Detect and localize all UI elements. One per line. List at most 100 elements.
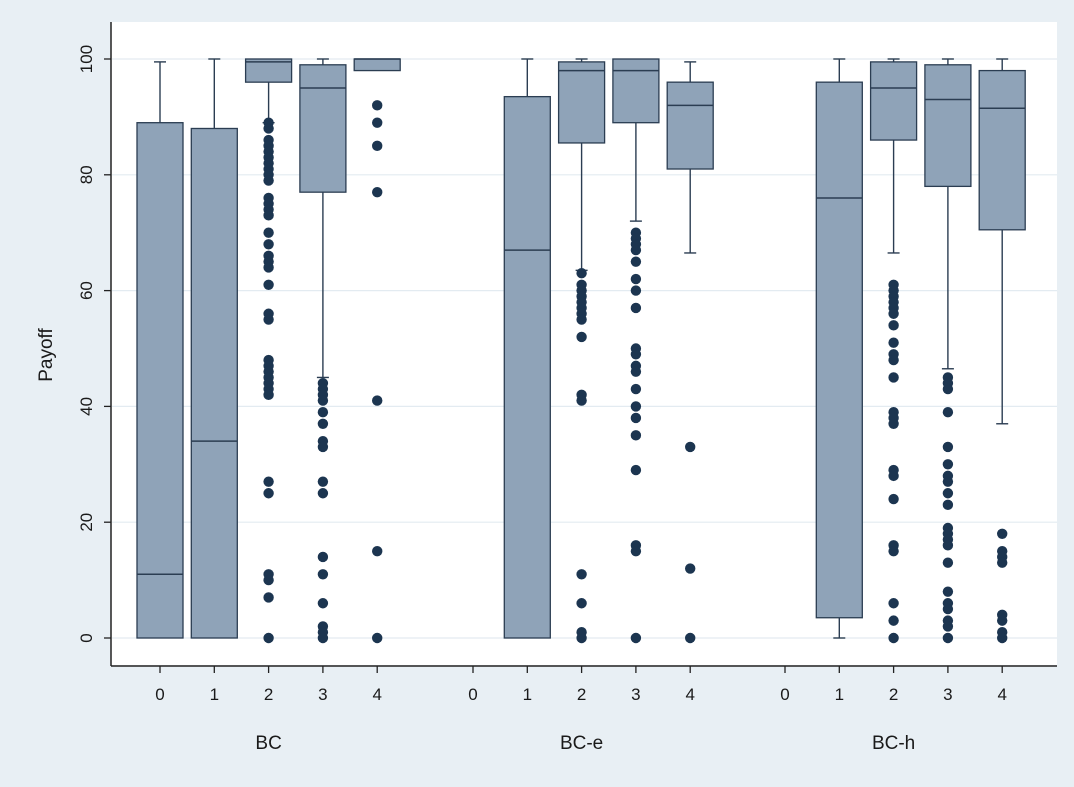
outlier-point xyxy=(942,621,954,632)
x-tick-label: 4 xyxy=(997,685,1006,704)
outlier-point xyxy=(317,569,329,580)
iqr-box xyxy=(503,95,551,639)
outlier-point xyxy=(942,488,954,499)
outlier-point xyxy=(372,100,383,111)
x-tick-label: 3 xyxy=(318,685,327,704)
outlier-point xyxy=(317,476,329,487)
y-tick-label: 40 xyxy=(77,397,96,416)
outlier-point xyxy=(942,406,954,418)
iqr-box xyxy=(557,61,606,144)
x-tick-label: 0 xyxy=(780,685,789,704)
y-tick-label: 0 xyxy=(77,633,96,642)
outlier-point xyxy=(263,592,274,603)
outlier-point xyxy=(630,632,642,644)
outlier-point xyxy=(630,366,642,377)
x-tick-label: 1 xyxy=(835,685,844,704)
outlier-point xyxy=(317,395,329,406)
outlier-point xyxy=(263,314,274,325)
outlier-point xyxy=(888,418,899,429)
outlier-point xyxy=(942,441,954,453)
iqr-box xyxy=(136,122,184,639)
outlier-point xyxy=(685,563,696,574)
outlier-point xyxy=(576,395,587,406)
outlier-point xyxy=(576,598,587,609)
outlier-point xyxy=(942,540,954,551)
outlier-point xyxy=(317,598,329,609)
iqr-box xyxy=(666,81,714,170)
outlier-point xyxy=(942,476,954,487)
x-tick-label: 0 xyxy=(155,685,164,704)
outlier-point xyxy=(630,244,642,256)
outlier-point xyxy=(942,557,954,568)
iqr-box xyxy=(978,69,1026,231)
outlier-point xyxy=(942,499,954,511)
outlier-point xyxy=(888,545,899,557)
outlier-point xyxy=(263,488,274,499)
group-label: BC-e xyxy=(560,733,603,754)
outlier-point xyxy=(263,227,274,238)
outlier-point xyxy=(685,441,696,453)
outlier-point xyxy=(372,395,383,406)
outlier-point xyxy=(888,632,899,644)
iqr-box xyxy=(244,58,293,83)
x-tick-label: 4 xyxy=(372,685,381,704)
iqr-box xyxy=(612,58,660,124)
outlier-point xyxy=(942,603,954,615)
outlier-point xyxy=(942,383,954,395)
outlier-point xyxy=(997,632,1008,644)
outlier-point xyxy=(942,586,954,597)
outlier-point xyxy=(372,632,383,644)
outlier-point xyxy=(888,372,899,383)
outlier-point xyxy=(263,239,274,250)
outlier-point xyxy=(888,615,899,626)
outlier-point xyxy=(372,117,383,128)
outlier-point xyxy=(888,354,899,366)
outlier-point xyxy=(576,569,587,580)
y-tick-label: 60 xyxy=(77,281,96,300)
outlier-point xyxy=(997,528,1008,539)
outlier-point xyxy=(630,256,642,267)
outlier-point xyxy=(888,598,899,609)
outlier-point xyxy=(317,441,329,453)
iqr-box xyxy=(353,58,401,72)
group-label: BC-h xyxy=(872,733,915,754)
outlier-point xyxy=(576,268,587,279)
outlier-point xyxy=(888,493,899,505)
iqr-box xyxy=(190,127,238,639)
x-tick-label: 4 xyxy=(685,685,694,704)
iqr-box xyxy=(869,61,918,141)
outlier-point xyxy=(997,615,1008,626)
outlier-point xyxy=(263,389,274,401)
outlier-point xyxy=(888,337,899,348)
y-axis-title: Payoff xyxy=(36,328,57,382)
outlier-point xyxy=(685,632,696,644)
x-tick-label: 1 xyxy=(210,685,219,704)
outlier-point xyxy=(372,186,383,198)
outlier-points xyxy=(263,100,1008,644)
x-tick-label: 3 xyxy=(943,685,952,704)
iqr-box xyxy=(924,64,972,188)
iqr-box xyxy=(299,64,347,193)
outlier-point xyxy=(263,175,274,186)
outlier-point xyxy=(630,430,642,441)
outlier-point xyxy=(263,210,274,221)
outlier-point xyxy=(630,545,642,557)
outlier-point xyxy=(630,349,642,360)
y-tick-label: 80 xyxy=(77,165,96,184)
outlier-point xyxy=(263,632,274,644)
outlier-point xyxy=(263,279,274,291)
outlier-point xyxy=(263,476,274,487)
outlier-point xyxy=(372,140,383,152)
outlier-point xyxy=(630,412,642,424)
y-tick-label: 100 xyxy=(77,45,96,73)
x-tick-label: 2 xyxy=(577,685,586,704)
outlier-point xyxy=(888,320,899,331)
outlier-point xyxy=(263,574,274,586)
outlier-point xyxy=(372,545,383,557)
iqr-box xyxy=(815,81,863,619)
outlier-point xyxy=(317,406,329,418)
ticks: 0 20 40 60 80 100 0 1 2 3 4 BC 0 1 2 3 4 BC-e 0 1 2 3 4 BC-h xyxy=(77,45,1007,754)
outlier-point xyxy=(942,632,954,644)
